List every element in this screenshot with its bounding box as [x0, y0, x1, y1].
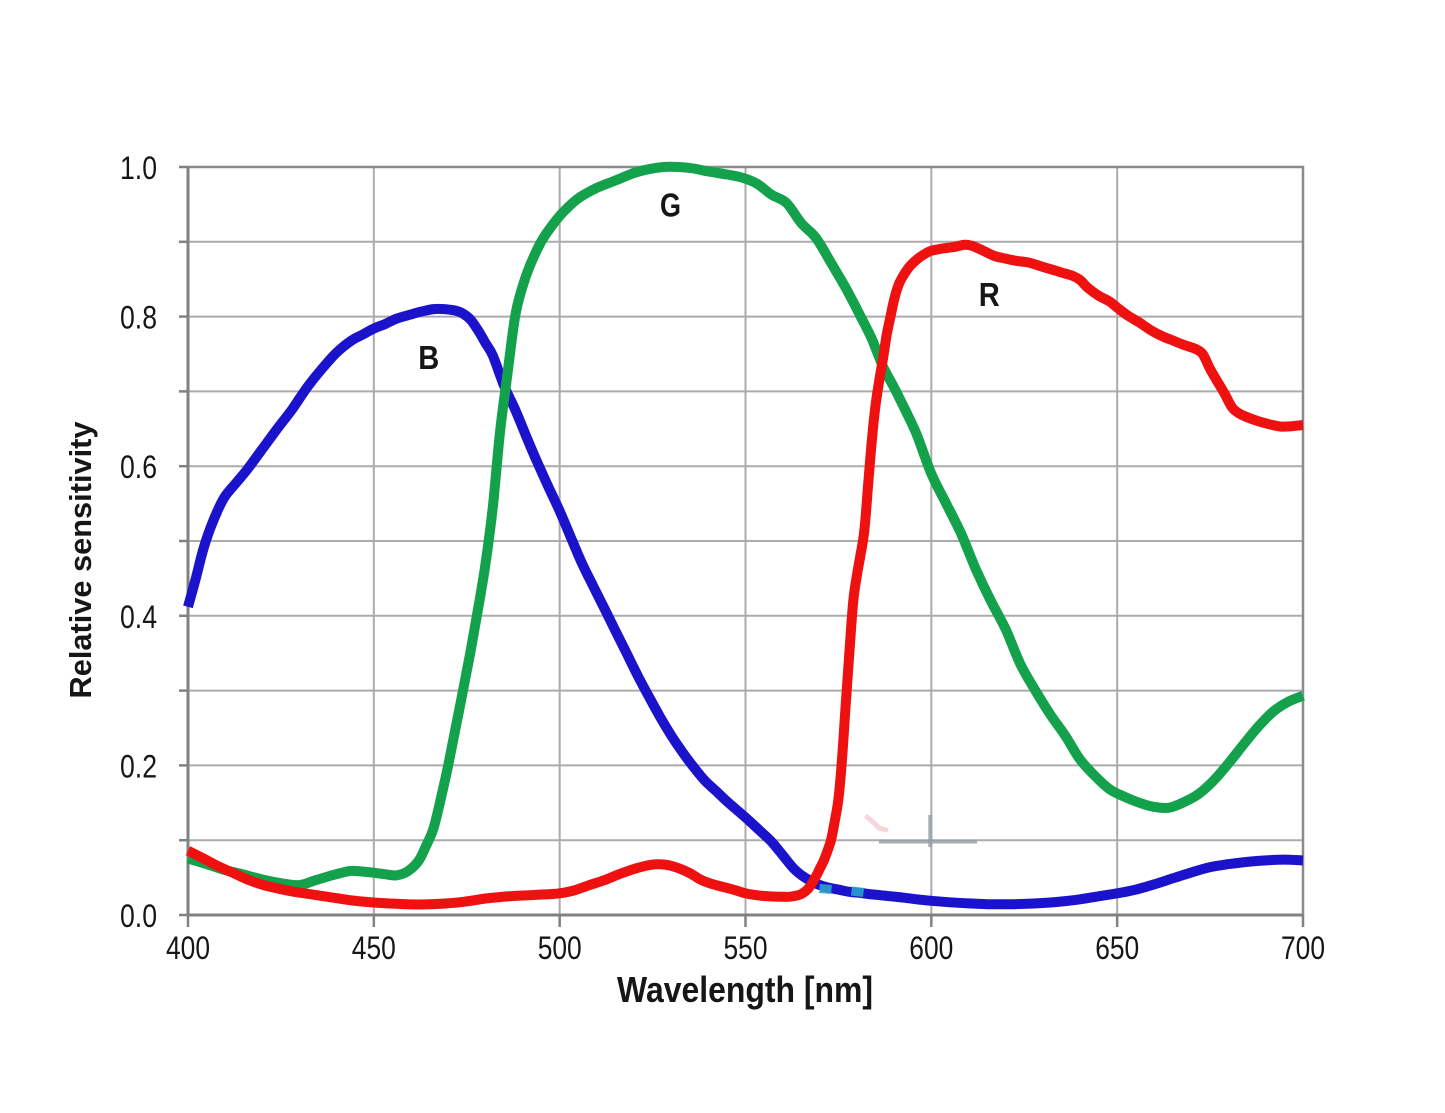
svg-text:550: 550 [724, 930, 768, 966]
svg-text:600: 600 [909, 930, 953, 966]
svg-text:650: 650 [1095, 930, 1139, 966]
svg-text:500: 500 [538, 930, 582, 966]
svg-text:1.0: 1.0 [120, 150, 157, 186]
svg-text:400: 400 [166, 930, 210, 966]
svg-text:R: R [979, 276, 1000, 313]
svg-text:0.2: 0.2 [120, 748, 157, 784]
svg-text:Wavelength [nm]: Wavelength [nm] [617, 969, 873, 1010]
svg-text:0.6: 0.6 [120, 449, 157, 485]
svg-text:G: G [660, 187, 681, 224]
svg-text:Relative sensitivity: Relative sensitivity [63, 421, 98, 699]
svg-text:0.0: 0.0 [120, 898, 157, 934]
svg-text:0.4: 0.4 [120, 599, 157, 635]
svg-text:0.8: 0.8 [120, 300, 157, 336]
svg-text:700: 700 [1281, 930, 1325, 966]
svg-text:450: 450 [352, 930, 396, 966]
svg-text:B: B [418, 339, 439, 376]
